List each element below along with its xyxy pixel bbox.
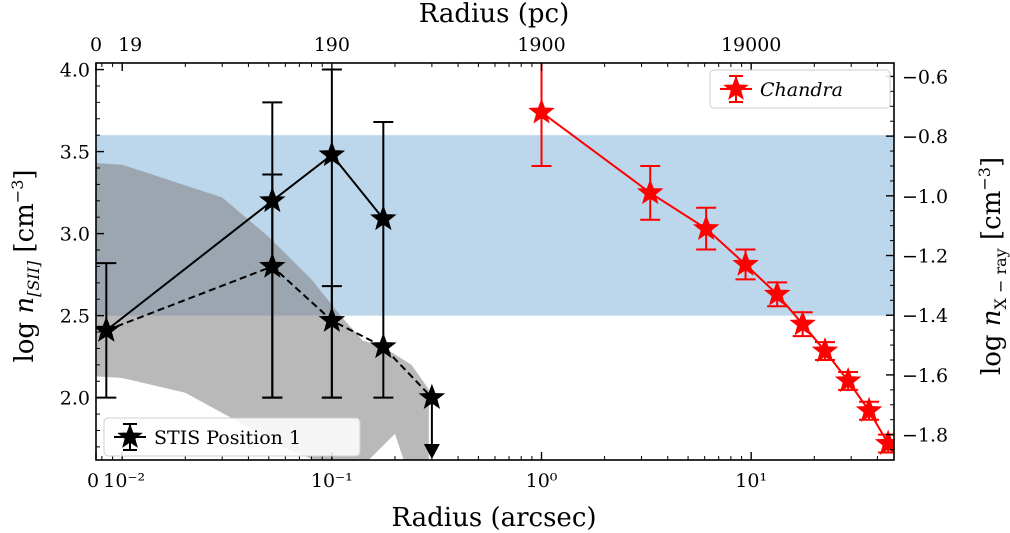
x-tick-label-bottom-0: 0 (87, 470, 99, 492)
y-right-tick-label-0: −0.6 (902, 66, 948, 88)
y-left-title-unit: [cm (10, 203, 40, 261)
x-tick-label-top-3: 1900 (517, 34, 565, 56)
shaded-region-layer (96, 163, 429, 460)
y-left-title-sub: [SII] (24, 260, 43, 297)
legend-box-1 (103, 417, 361, 457)
legend-star-0 (723, 75, 749, 100)
series-2-star-1 (636, 178, 664, 205)
x-tick-label-top-4: 19000 (721, 34, 781, 56)
series-2-star-9 (874, 429, 894, 455)
series-layer (96, 63, 894, 459)
series-1-star-4 (418, 383, 446, 409)
x-tick-label-top-2: 190 (314, 34, 350, 56)
y-right-tick-label-6: −1.8 (902, 425, 948, 447)
x-tick-label-bottom-1: 10⁻² (103, 470, 145, 492)
y-left-tick-label-4: 4.0 (60, 60, 90, 82)
y-right-title-sup: −3 (975, 167, 994, 191)
series-1-star-1 (259, 252, 286, 278)
x-tick-label-bottom-4: 10¹ (735, 470, 767, 492)
y-right-title-unit: [cm (977, 191, 1007, 249)
series-2-star-3 (732, 250, 759, 276)
series-0-line (105, 153, 385, 332)
y-left-title-close: ] (10, 169, 40, 179)
y-right-title-var: n (977, 309, 1007, 326)
shaded-polygon (96, 163, 429, 460)
x-tick-label-top-1: 19 (118, 34, 142, 56)
y-right-tick-label-4: −1.4 (902, 305, 948, 327)
y-left-tick-label-1: 2.5 (60, 306, 90, 328)
upper-limit-arrowhead-0 (423, 444, 440, 459)
legend-star-1 (117, 423, 143, 448)
y-right-title-close: ] (977, 157, 1007, 167)
y-axis-title-left: log n[SII] [cm−3] (8, 169, 43, 362)
x-axis-title-top: Radius (pc) (419, 0, 569, 29)
legend-layer: Chandra STIS Position 1 (103, 69, 891, 457)
x-axis-title-bottom: Radius (arcsec) (391, 503, 596, 533)
x-tick-label-bottom-3: 10⁰ (526, 470, 558, 492)
y-left-title-pre: log (10, 314, 40, 363)
y-left-title-var: n (10, 297, 40, 314)
y-left-title-sup: −3 (8, 180, 27, 204)
series-2-star-2 (692, 214, 720, 240)
y-right-tick-label-3: −1.2 (902, 246, 948, 268)
legend-label-1: STIS Position 1 (154, 427, 301, 449)
series-2-star-7 (834, 366, 862, 393)
series-2-star-0 (528, 98, 555, 124)
series-2-star-6 (811, 337, 839, 363)
y-right-title-sub: X − ray (991, 248, 1010, 309)
legend-box-0 (709, 69, 891, 109)
x-tick-label-bottom-2: 10⁻¹ (311, 470, 353, 492)
y-right-tick-label-5: −1.6 (902, 365, 948, 387)
series-1-star-2 (318, 306, 346, 332)
y-right-tick-label-1: −0.8 (902, 126, 948, 148)
axis-titles: Radius (arcsec) Radius (pc) log n[SII] [… (8, 0, 1010, 533)
y-left-tick-label-2: 3.0 (60, 224, 90, 246)
series-2-line (540, 111, 889, 445)
series-2-star-5 (789, 310, 816, 336)
y-right-tick-label-2: −1.0 (902, 186, 948, 208)
series-2-star-8 (855, 396, 883, 423)
legend-label-0: Chandra (760, 79, 843, 101)
series-2-star-4 (763, 280, 791, 306)
y-left-tick-label-0: 2.0 (60, 388, 90, 410)
y-right-title-pre: log (977, 326, 1007, 375)
y-axis-title-right: log nX − ray [cm−3] (975, 157, 1010, 375)
y-left-tick-label-3: 3.5 (60, 142, 90, 164)
series-1-star-0 (96, 316, 120, 342)
series-1-star-3 (370, 332, 397, 359)
series-0-star-3 (370, 204, 397, 231)
x-tick-label-top-0: 0 (90, 34, 102, 56)
series-0-star-2 (318, 140, 346, 167)
series-0-star-1 (259, 186, 286, 213)
